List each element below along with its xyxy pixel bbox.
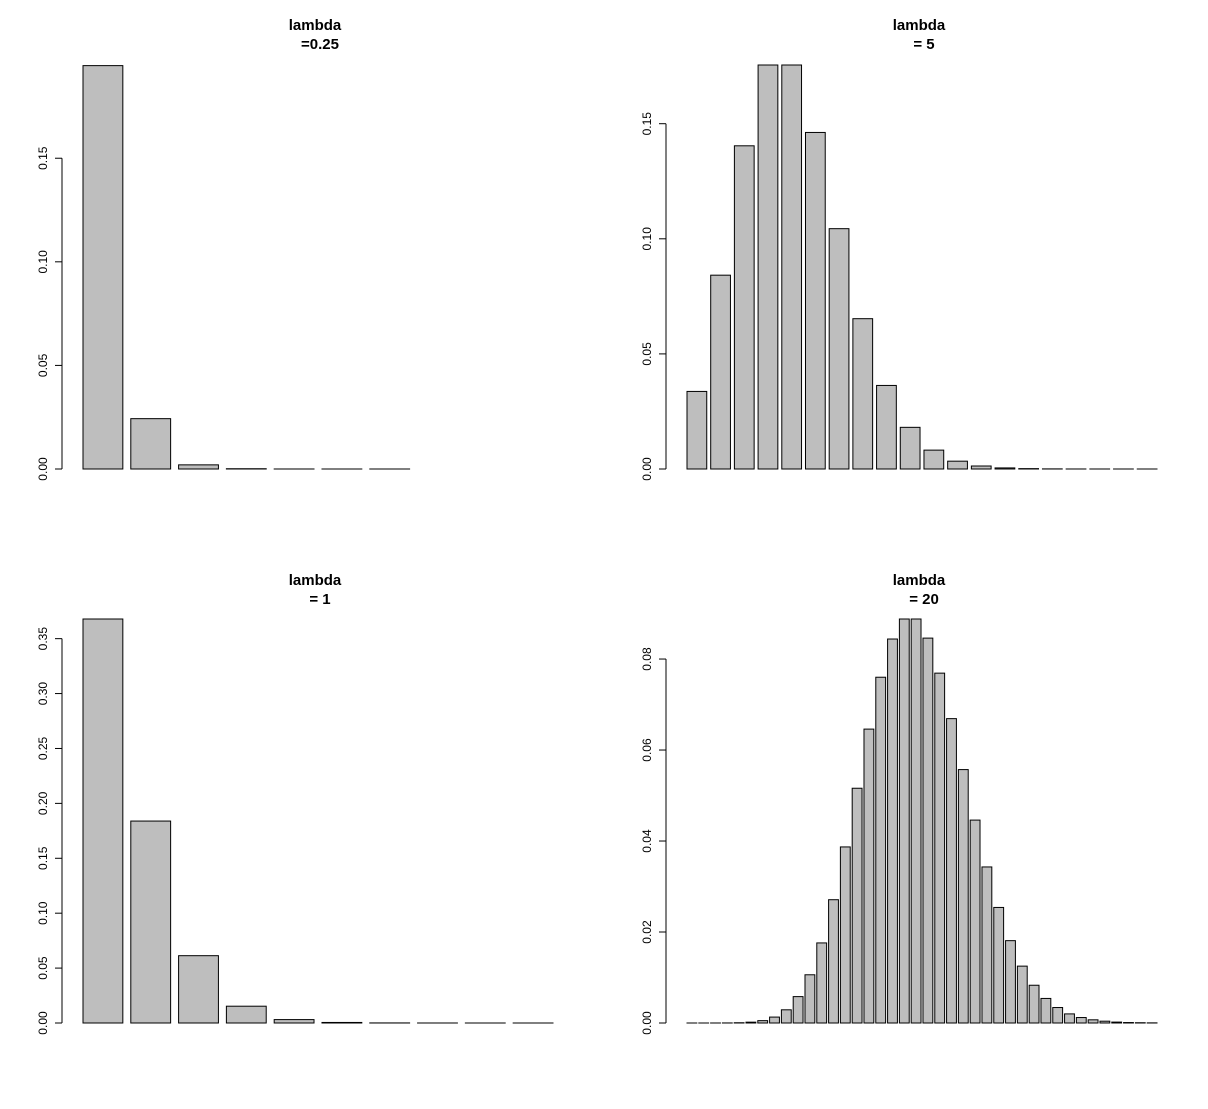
bar-21 — [922, 637, 934, 1024]
bar-11 — [923, 449, 945, 470]
bar-12 — [816, 942, 828, 1024]
bar-27 — [993, 906, 1005, 1024]
bar-1 — [130, 820, 172, 1024]
bar-20 — [910, 618, 922, 1024]
y-tick-label: 0.05 — [36, 956, 50, 980]
bar-9 — [780, 1009, 792, 1024]
y-tick-label: 0.10 — [36, 250, 50, 274]
y-tick-label: 0.30 — [36, 682, 50, 706]
panel-2: lambda = 5 0.00 0.05 0.10 0.15 — [640, 17, 1158, 481]
bar-14 — [994, 467, 1016, 470]
y-tick-label: 0.05 — [36, 353, 50, 377]
y-tick-label: 0.10 — [640, 227, 654, 251]
bar-2 — [710, 274, 731, 470]
bar-19 — [898, 618, 910, 1024]
bar-25 — [969, 819, 981, 1024]
panel-3-title-line-2: = 1 — [309, 591, 330, 608]
bar-3 — [733, 145, 755, 470]
bar-14 — [839, 846, 851, 1024]
bar-36 — [1099, 1020, 1111, 1024]
y-tick-label: 0.05 — [640, 342, 654, 366]
panel-3-y-axis: 0.00 0.05 0.10 0.15 0.20 0.25 0.30 0.35 — [36, 627, 63, 1035]
bar-2 — [178, 955, 219, 1024]
panel-3-bars — [82, 618, 554, 1024]
bar-22 — [934, 672, 946, 1024]
bar-0 — [82, 65, 124, 470]
bar-28 — [1005, 940, 1016, 1024]
bar-18 — [887, 638, 898, 1024]
panel-2-title-line-1: lambda — [893, 17, 946, 34]
bar-31 — [1040, 997, 1052, 1024]
bar-6 — [804, 131, 826, 470]
bar-10 — [899, 426, 921, 470]
bar-24 — [957, 769, 969, 1024]
y-tick-label: 0.04 — [640, 829, 654, 853]
bar-17 — [875, 676, 887, 1024]
bar-13 — [828, 899, 839, 1024]
panel-2-y-axis: 0.00 0.05 0.10 0.15 — [640, 112, 667, 481]
bar-1 — [686, 390, 708, 470]
bar-12 — [947, 460, 968, 470]
panel-3: lambda = 1 0.000.050.100.150.200.250.300… — [36, 572, 554, 1035]
bar-3 — [225, 1005, 267, 1024]
bar-34 — [1075, 1017, 1087, 1024]
y-tick-label: 0.00 — [36, 1011, 50, 1035]
bar-4 — [757, 64, 779, 470]
bar-30 — [1028, 984, 1040, 1024]
bar-5 — [321, 1021, 363, 1024]
panel-3-title-line-1: lambda — [289, 572, 342, 589]
y-tick-label: 0.00 — [640, 1011, 654, 1035]
bar-11 — [804, 974, 816, 1024]
bar-6 — [745, 1021, 757, 1024]
bar-35 — [1087, 1019, 1099, 1024]
bar-23 — [946, 718, 957, 1024]
panel-1-y-axis: 0.00 0.05 0.10 0.15 — [36, 146, 63, 481]
y-tick-label: 0.15 — [640, 112, 654, 136]
y-tick-label: 0.10 — [36, 901, 50, 925]
bar-15 — [851, 787, 863, 1024]
bar-29 — [1016, 965, 1028, 1024]
y-tick-label: 0.08 — [640, 647, 654, 671]
bar-33 — [1064, 1013, 1075, 1024]
panel-1-title-line-2: =0.25 — [301, 36, 339, 53]
bar-32 — [1052, 1007, 1064, 1024]
panel-1-title-line-1: lambda — [289, 17, 342, 34]
bar-37 — [1111, 1021, 1123, 1024]
bar-13 — [970, 465, 992, 470]
y-tick-label: 0.20 — [36, 791, 50, 815]
panel-4-title-line-1: lambda — [893, 572, 946, 589]
panel-4: lambda = 20 0.00 0.02 0.04 0.06 0.08 — [640, 572, 1158, 1035]
panel-4-y-axis: 0.00 0.02 0.04 0.06 0.08 — [640, 647, 667, 1035]
y-tick-label: 0.35 — [36, 627, 50, 651]
panel-4-title-line-2: = 20 — [909, 591, 939, 608]
bar-16 — [863, 728, 875, 1024]
panel-1-bars — [82, 65, 411, 470]
bar-0 — [82, 618, 124, 1024]
panel-1: lambda =0.25 0.00 0.05 0.10 0.15 — [36, 17, 411, 481]
bar-4 — [273, 1019, 315, 1024]
y-tick-label: 0.00 — [640, 457, 654, 481]
y-tick-label: 0.15 — [36, 146, 50, 170]
y-tick-label: 0.15 — [36, 846, 50, 870]
panel-2-title-line-2: = 5 — [913, 36, 934, 53]
bar-7 — [828, 228, 850, 470]
y-tick-label: 0.06 — [640, 738, 654, 762]
panel-2-bars — [686, 64, 1158, 470]
panel-4-bars — [686, 618, 1158, 1024]
y-tick-label: 0.00 — [36, 457, 50, 481]
bar-7 — [757, 1020, 769, 1024]
bar-5 — [781, 64, 803, 470]
y-tick-label: 0.25 — [36, 736, 50, 760]
bar-9 — [876, 384, 897, 470]
bar-1 — [130, 418, 172, 470]
bar-10 — [792, 996, 804, 1024]
bar-26 — [981, 866, 993, 1024]
bar-8 — [769, 1016, 780, 1024]
bar-8 — [852, 318, 874, 470]
y-tick-label: 0.02 — [640, 920, 654, 944]
bar-2 — [178, 464, 219, 470]
